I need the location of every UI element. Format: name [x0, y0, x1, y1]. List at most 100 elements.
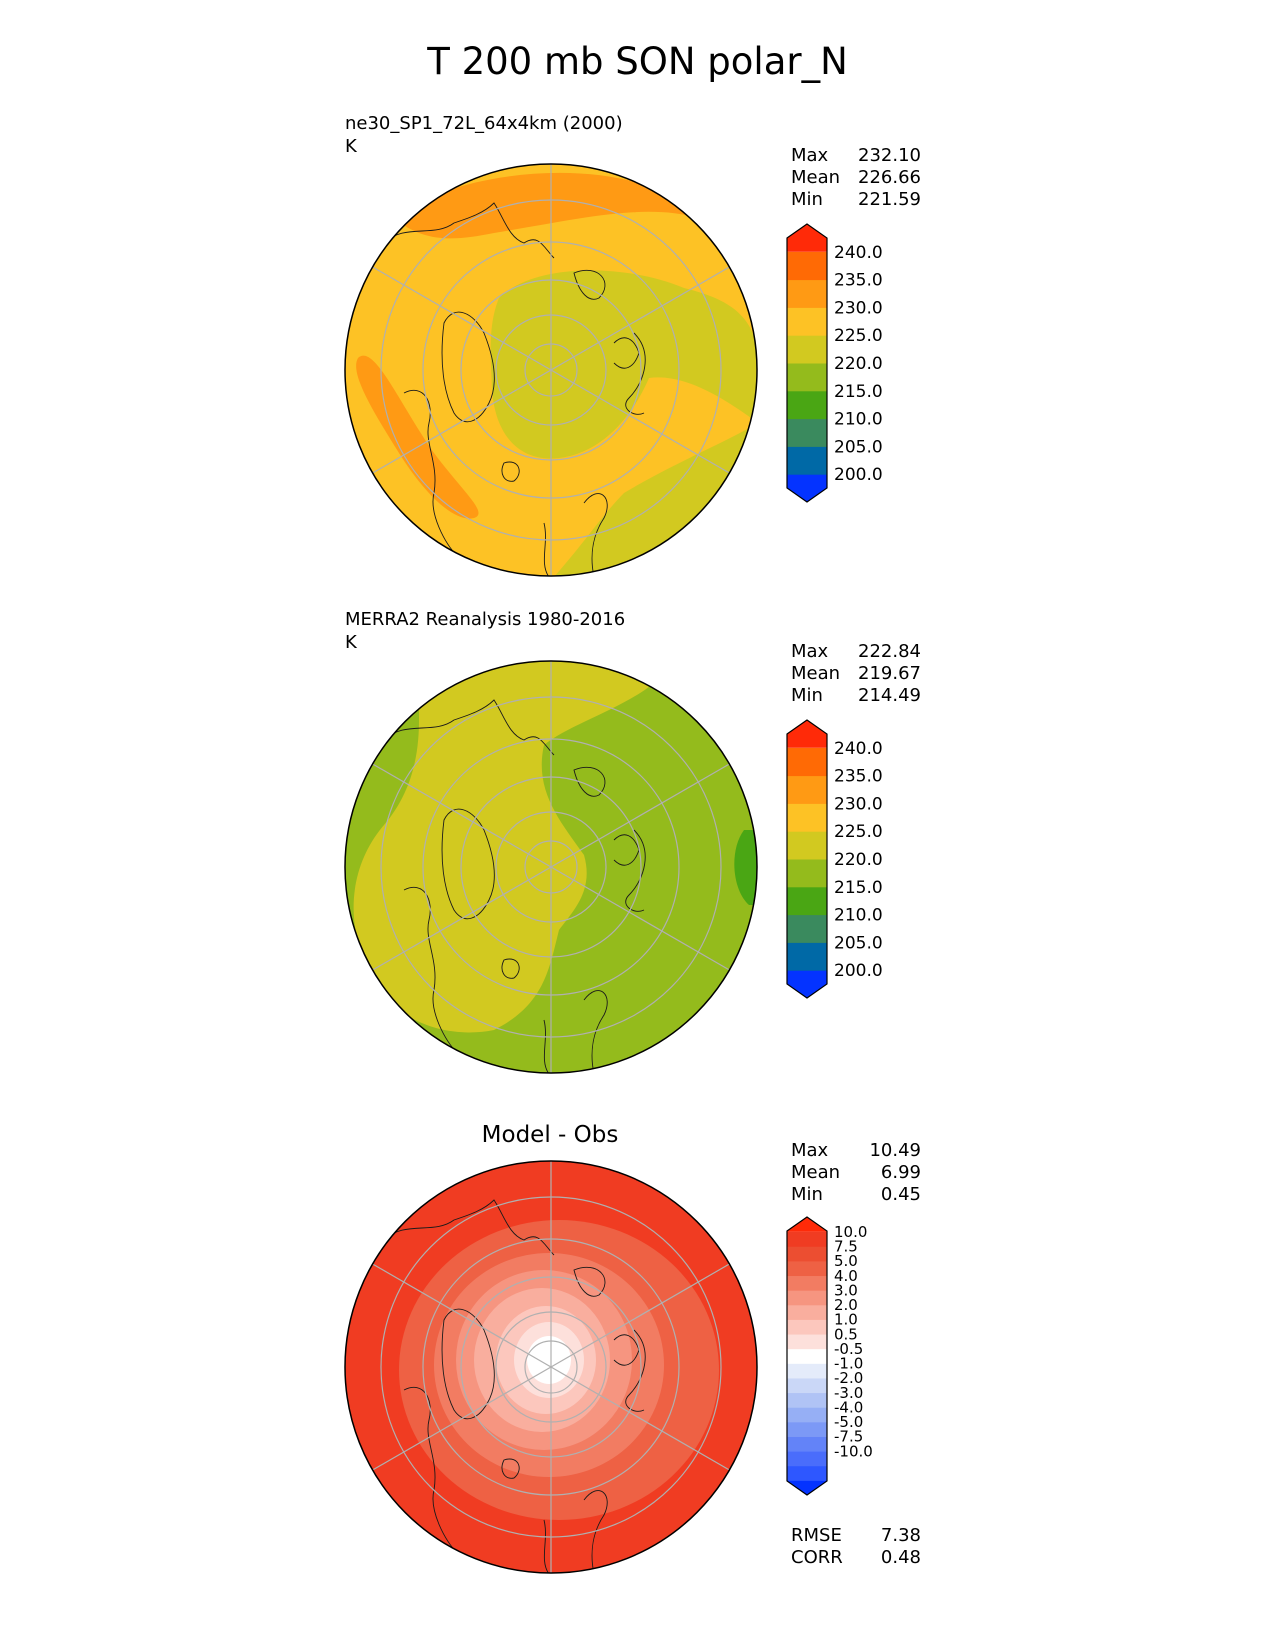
colorbar-tick-label: 230.0 [834, 794, 883, 814]
colorbar-tick-label: -1.0 [834, 1355, 863, 1373]
stat-value: 222.84 [858, 641, 921, 662]
map-border [344, 660, 758, 1074]
colorbar-segment [787, 1290, 827, 1306]
panel-obs-stats: Max 222.84 Mean 219.67 Min 214.49 [791, 641, 921, 707]
panel-diff-bottom-stats: RMSE 7.38 CORR 0.48 [791, 1525, 921, 1569]
colorbar-segment [787, 1407, 827, 1423]
colorbar-tick-label: 205.0 [834, 437, 883, 457]
field-north-rim-warm [394, 172, 699, 239]
field-east-edge-cool [734, 830, 757, 905]
panel-model-stats: Max 232.10 Mean 226.66 Min 221.59 [791, 145, 921, 211]
colorbar-segment [787, 1348, 827, 1364]
colorbar-tick-label: 240.0 [834, 739, 883, 759]
colorbar-segment [787, 970, 827, 998]
graticule [372, 1161, 730, 1573]
colorbar-segment [787, 1217, 827, 1232]
polar-map-obs [344, 660, 758, 1074]
colorbar-tick-label: -3.0 [834, 1384, 863, 1402]
panel-obs-title: MERRA2 Reanalysis 1980-2016 [345, 609, 626, 630]
colorbar-segment [787, 1465, 827, 1481]
colorbar-model: 240.0 235.0 230.0 225.0 220.0 215.0 210.0 205.0… [786, 223, 883, 503]
colorbar-tick-label: 225.0 [834, 326, 883, 346]
colorbar-segment [787, 831, 827, 860]
stat-value: 226.66 [858, 167, 921, 188]
colorbar-segment [787, 886, 827, 916]
graticule [372, 164, 730, 576]
stat-label: Mean [791, 167, 841, 188]
colorbar-tick-label: 230.0 [834, 298, 883, 318]
polar-map-diff [344, 1160, 758, 1574]
colorbar-tick-label: 200.0 [834, 465, 883, 485]
coastlines [383, 1199, 646, 1573]
stat-value: 214.49 [858, 685, 921, 706]
colorbar-segment [787, 446, 827, 475]
colorbar-segment [787, 1451, 827, 1467]
panel-model-title: ne30_SP1_72L_64x4km (2000) [345, 113, 623, 134]
colorbar-segment [787, 1304, 827, 1320]
colorbar-segment [787, 1275, 827, 1291]
colorbar-segment [787, 914, 827, 943]
colorbar-segment [787, 747, 827, 777]
field-polar-cool-core [490, 270, 757, 459]
colorbar-segment [787, 251, 827, 281]
stat-max: Max 222.84 [791, 641, 921, 663]
colorbar-segment [787, 1231, 827, 1247]
stat-value: 0.45 [880, 1184, 921, 1205]
stat-label: Max [791, 145, 829, 166]
stat-value: 0.48 [880, 1547, 921, 1568]
colorbar-outline [786, 1216, 828, 1496]
colorbar-segment [787, 803, 827, 832]
stat-corr: CORR 0.48 [791, 1547, 921, 1569]
stat-max: Max 10.49 [791, 1140, 921, 1162]
panel-obs: MERRA2 Reanalysis 1980-2016 K [0, 0, 1275, 1074]
colorbar-tick-label: 220.0 [834, 850, 883, 870]
colorbar-tick-label: 235.0 [834, 271, 883, 291]
colorbar-segment [787, 1334, 827, 1350]
stat-mean: Mean 6.99 [791, 1162, 921, 1184]
colorbar-tick-label: 0.5 [834, 1325, 858, 1343]
stat-value: 221.59 [858, 189, 921, 210]
colorbar-tick-label: 200.0 [834, 961, 883, 981]
colorbar-segment [787, 859, 827, 888]
colorbar-tick-label: 220.0 [834, 354, 883, 374]
colorbar-tick-label: 4.0 [834, 1267, 858, 1285]
colorbar-segment [787, 1480, 827, 1495]
colorbar-segment [787, 720, 827, 748]
polar-map-model [344, 163, 758, 577]
panel-obs-units: K [345, 632, 357, 653]
stat-label: Min [791, 1184, 823, 1205]
panel-model-units: K [345, 136, 357, 157]
stat-min: Min 221.59 [791, 189, 921, 211]
graticule [372, 661, 730, 1073]
stat-mean: Mean 219.67 [791, 663, 921, 685]
colorbar-segment [787, 1319, 827, 1335]
stat-label: Max [791, 1140, 829, 1161]
colorbar-segment [787, 1246, 827, 1262]
colorbar-tick-label: 10.0 [834, 1223, 867, 1241]
stat-label: Min [791, 189, 823, 210]
colorbar-segment [787, 390, 827, 420]
stat-max: Max 232.10 [791, 145, 921, 167]
stat-min: Min 214.49 [791, 685, 921, 707]
panel-model: ne30_SP1_72L_64x4km (2000) K [0, 0, 1275, 577]
colorbar-outline [786, 719, 828, 999]
stat-rmse: RMSE 7.38 [791, 1525, 921, 1547]
colorbar-tick-label: 215.0 [834, 382, 883, 402]
colorbar-segment [787, 224, 827, 252]
stat-value: 10.49 [869, 1140, 921, 1161]
colorbar-segment [787, 474, 827, 502]
colorbar-segment [787, 1421, 827, 1437]
stat-value: 219.67 [858, 663, 921, 684]
colorbar-tick-label: -7.5 [834, 1428, 863, 1446]
colorbar-tick-label: -2.0 [834, 1369, 863, 1387]
colorbar-tick-label: 210.0 [834, 410, 883, 430]
colorbar-obs: 240.0 235.0 230.0 225.0 220.0 215.0 210.0 205.0… [786, 719, 883, 999]
stat-label: CORR [791, 1547, 843, 1568]
map-border [344, 1160, 758, 1574]
map-border [344, 163, 758, 577]
panel-diff-stats: Max 10.49 Mean 6.99 Min 0.45 [791, 1140, 921, 1206]
colorbar-segment [787, 335, 827, 364]
stat-value: 232.10 [858, 145, 921, 166]
colorbar-tick-label: -4.0 [834, 1398, 863, 1416]
stat-label: Mean [791, 663, 841, 684]
